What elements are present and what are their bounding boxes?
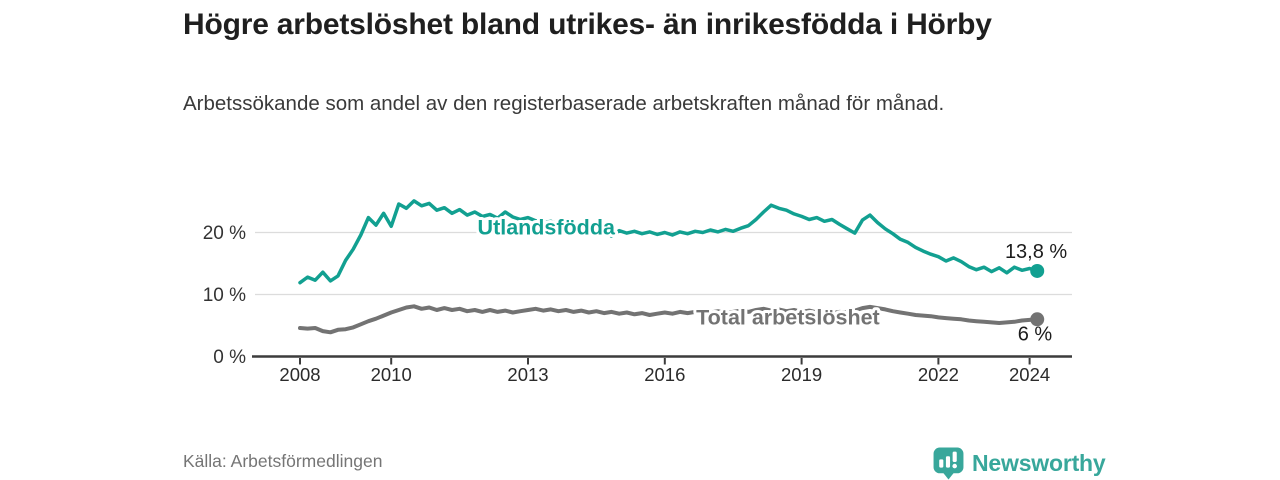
x-tick-label: 2013 (507, 364, 548, 385)
series-end-value-utlandsf-dda: 13,8 % (1005, 241, 1067, 263)
y-tick-label: 0 % (213, 347, 246, 368)
series-label-utlandsf-dda: Utlandsfödda (478, 216, 616, 240)
source-note: Källa: Arbetsförmedlingen (183, 451, 383, 471)
chart-title: Högre arbetslöshet bland utrikes- än inr… (183, 8, 992, 41)
x-tick-label: 2016 (644, 364, 685, 385)
x-tick-label: 2024 (1009, 364, 1050, 385)
newsworthy-logo: Newsworthy (933, 447, 1106, 480)
series-end-value-total-arbetsl-shet: 6 % (1018, 323, 1053, 345)
x-tick-label: 2008 (279, 364, 320, 385)
series-end-dot-total-arbetsl-shet (1030, 312, 1045, 327)
y-tick-label: 10 % (203, 285, 246, 306)
chart-subtitle: Arbetssökande som andel av den registerb… (183, 92, 945, 115)
series-label-total-arbetsl-shet: Total arbetslöshet (696, 305, 880, 329)
series-end-dot-utlandsf-dda (1030, 263, 1045, 278)
series-line-utlandsf-dda (298, 199, 1039, 285)
newsworthy-icon (933, 447, 964, 480)
x-tick-label: 2010 (371, 364, 412, 385)
y-tick-label: 20 % (203, 223, 246, 244)
newsworthy-wordmark: Newsworthy (972, 450, 1106, 476)
series-line-total-arbetsl-shet (298, 304, 1040, 335)
x-tick-label: 2022 (918, 364, 959, 385)
x-tick-label: 2019 (781, 364, 822, 385)
